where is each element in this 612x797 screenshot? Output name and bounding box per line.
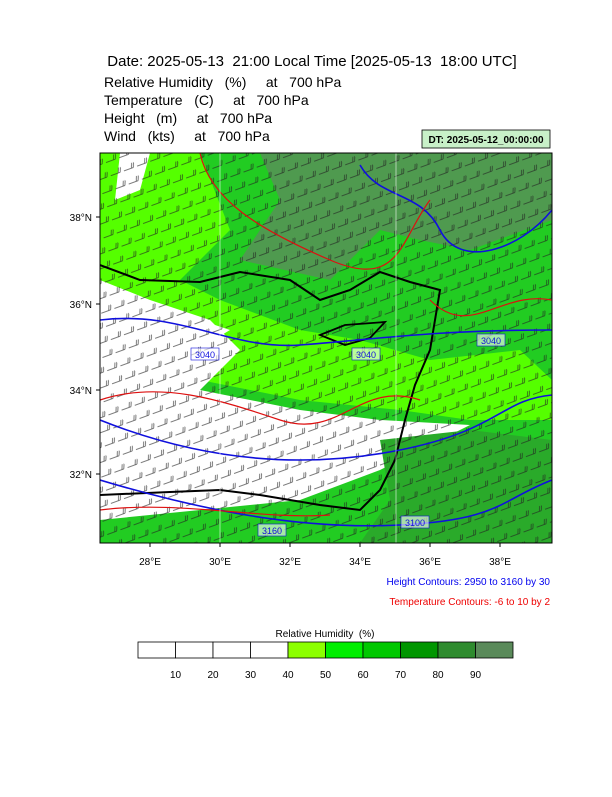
dt-box xyxy=(421,129,551,149)
contour-label: 3100 xyxy=(405,518,425,528)
contour-label-box xyxy=(190,347,220,361)
colorbar-label: 70 xyxy=(395,670,407,681)
colorbar-box xyxy=(400,641,439,659)
colorbar-label: 40 xyxy=(282,670,294,681)
lat-label: 34°N xyxy=(70,386,92,397)
colorbar-label: 50 xyxy=(320,670,332,681)
contour-label: 3040 xyxy=(195,350,215,360)
lat-label: 32°N xyxy=(70,470,92,481)
contour-label-box xyxy=(257,523,287,537)
colorbar-box xyxy=(175,641,214,659)
colorbar-box xyxy=(362,641,401,659)
lon-label: 38°E xyxy=(489,557,511,568)
colorbar-box xyxy=(212,641,251,659)
lon-label: 34°E xyxy=(349,557,371,568)
title: Date: 2025-05-13 21:00 Local Time [2025-… xyxy=(107,53,516,70)
contour-label-box xyxy=(351,347,381,361)
contour-label-box xyxy=(476,333,506,347)
colorbar-label: 90 xyxy=(470,670,482,681)
contour-label: 3160 xyxy=(262,526,282,536)
field-line: Temperature (C) at 700 hPa xyxy=(104,92,309,108)
colorbar: 10 20 30 40 50 60 70 80 90 xyxy=(137,641,514,681)
colorbar-label: 80 xyxy=(432,670,444,681)
field-list: Relative Humidity (%) at 700 hPa Temperat… xyxy=(104,74,342,144)
lon-label: 32°E xyxy=(279,557,301,568)
colorbar-label: 10 xyxy=(170,670,182,681)
map-frame xyxy=(99,152,553,544)
lon-label: 28°E xyxy=(139,557,161,568)
colorbar-box xyxy=(250,641,289,659)
colorbar-box xyxy=(325,641,364,659)
lat-label: 38°N xyxy=(70,213,92,224)
colorbar-label: 30 xyxy=(245,670,257,681)
colorbar-label: 60 xyxy=(357,670,369,681)
colorbar-box xyxy=(475,641,514,659)
height-legend: Height Contours: 2950 to 3160 by 30 xyxy=(387,577,551,588)
dt-label: DT: 2025-05-12_00:00:00 xyxy=(428,135,544,146)
colorbar-box xyxy=(287,641,326,659)
contour-label: 3040 xyxy=(481,336,501,346)
contour-label-box xyxy=(400,515,430,529)
contour-label: 3040 xyxy=(356,350,376,360)
map-axes: 38°N 36°N 34°N 32°N 28°E 30°E 32°E 34°E 36°E 38°E… xyxy=(70,213,512,568)
lon-label: 36°E xyxy=(419,557,441,568)
map xyxy=(100,153,552,543)
field-line: Wind (kts) at 700 hPa xyxy=(104,128,270,144)
colorbar-label: 20 xyxy=(207,670,219,681)
colorbar-title: Relative Humidity (%) xyxy=(276,629,375,640)
field-line: Relative Humidity (%) at 700 hPa xyxy=(104,74,342,90)
colorbar-box xyxy=(137,641,176,659)
lon-label: 30°E xyxy=(209,557,231,568)
field-line: Height (m) at 700 hPa xyxy=(104,110,272,126)
temperature-legend: Temperature Contours: -6 to 10 by 2 xyxy=(389,597,550,608)
colorbar-box xyxy=(437,641,476,659)
lat-label: 36°N xyxy=(70,300,92,311)
